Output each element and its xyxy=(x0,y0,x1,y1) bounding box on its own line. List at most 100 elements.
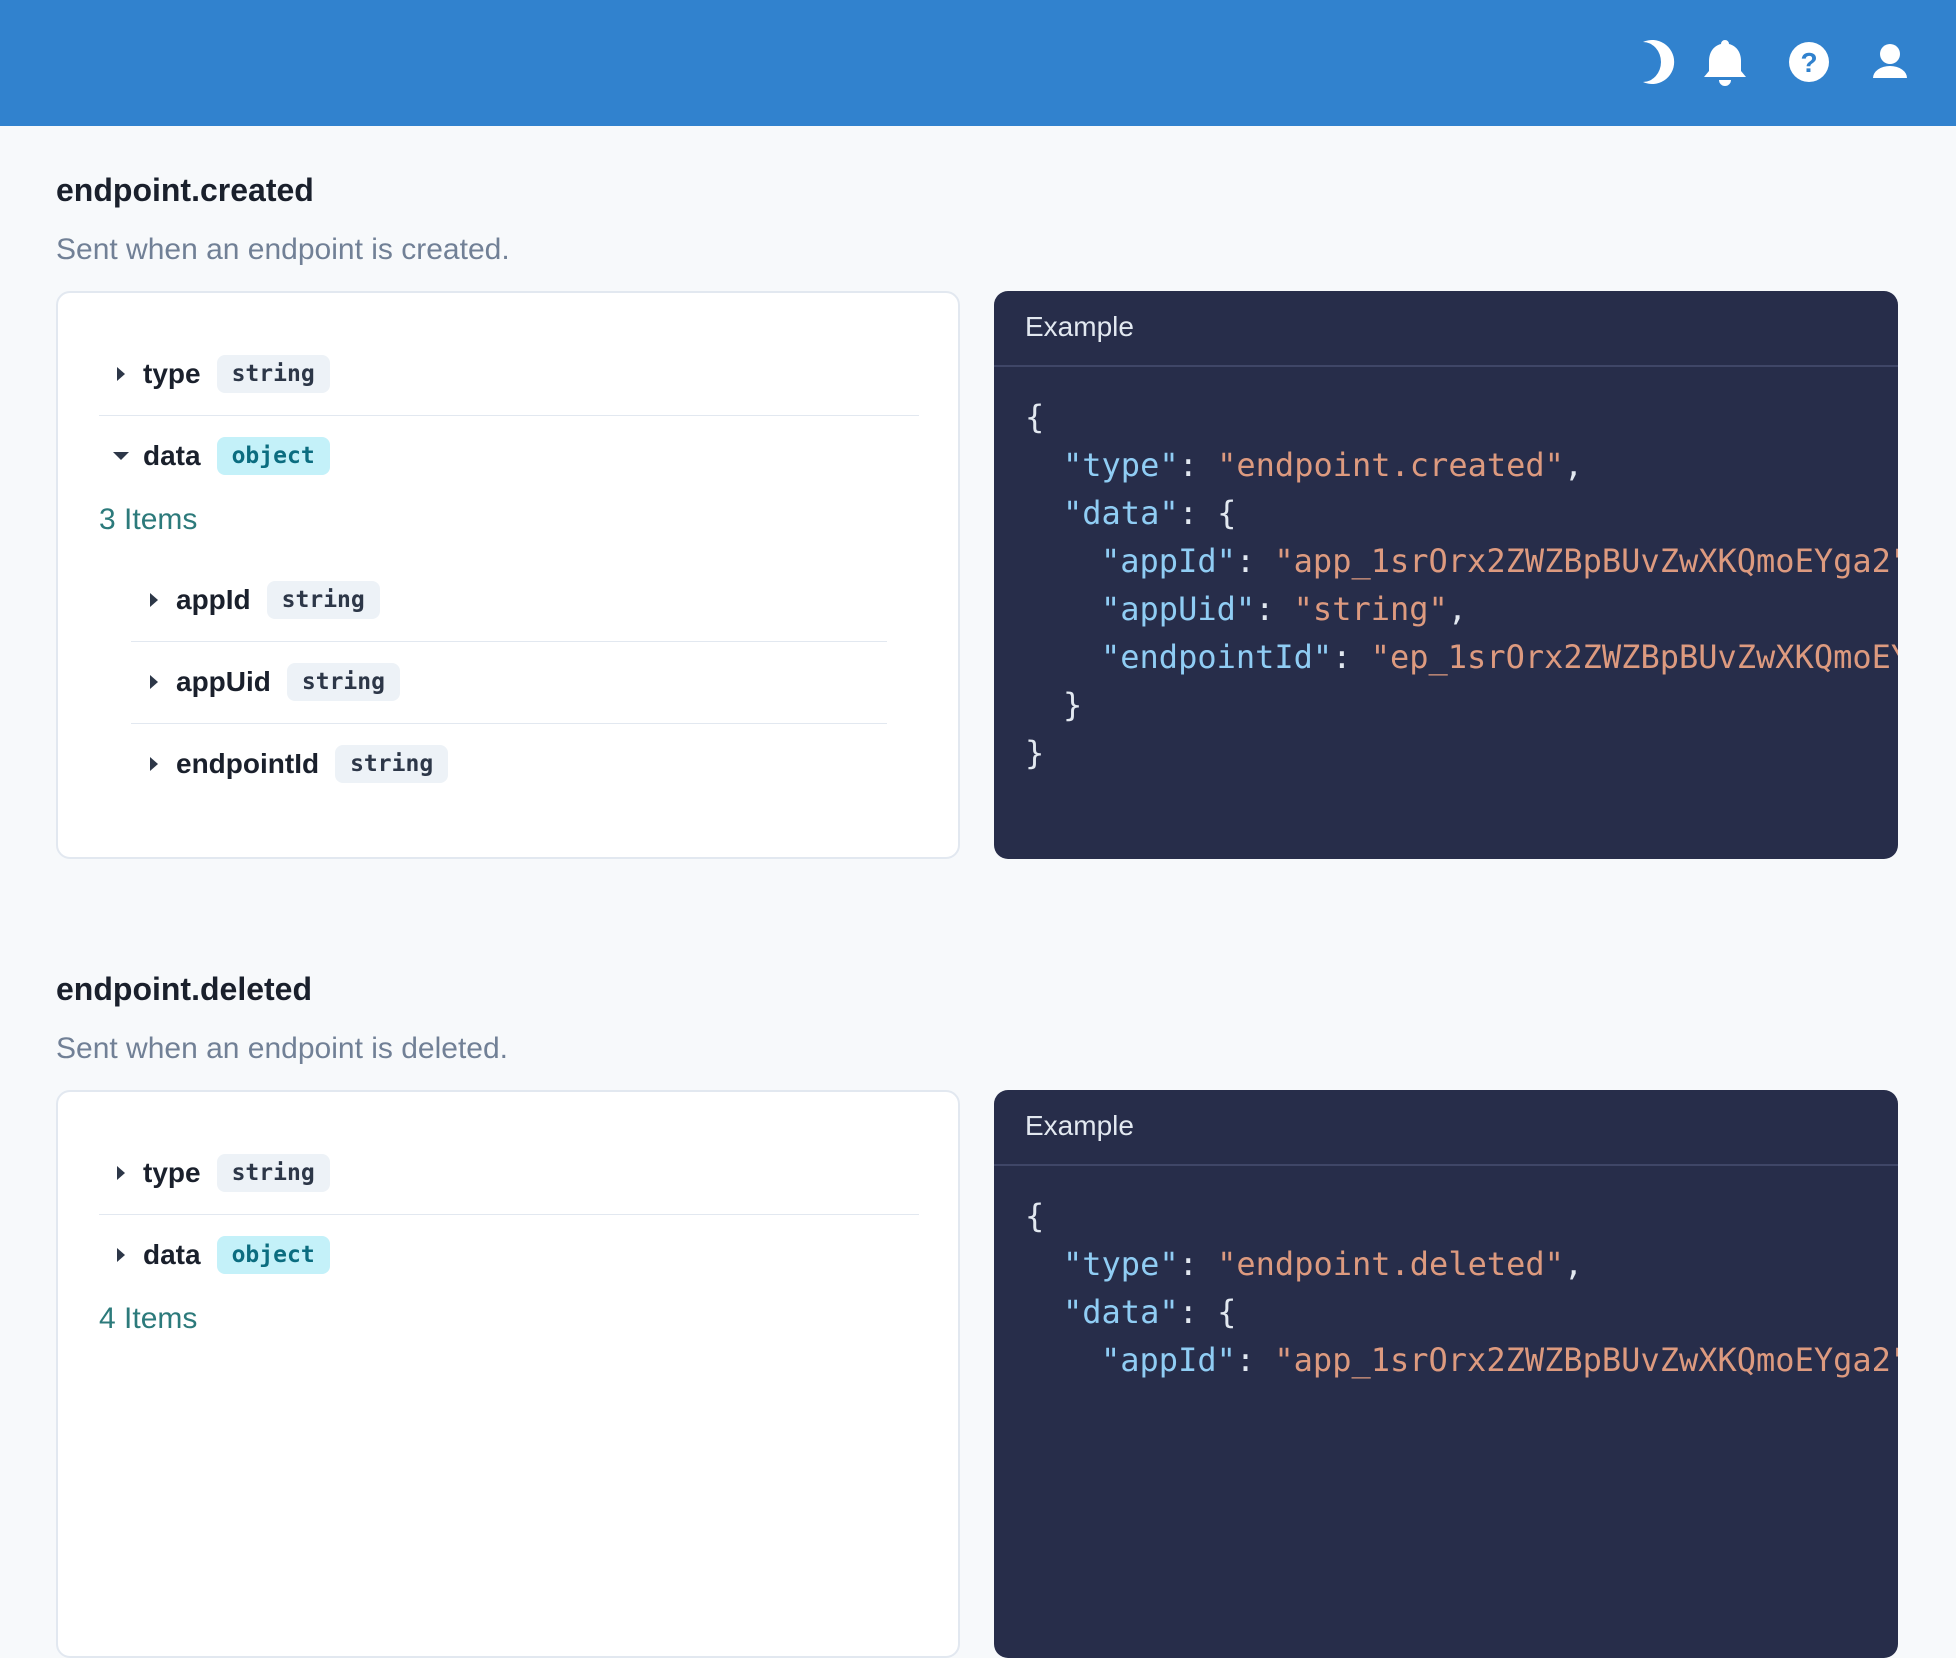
example-panel: Example { "type": "endpoint.deleted", "data… xyxy=(994,1090,1898,1658)
code-line: "appId": "app_1srOrx2ZWZBpBUvZwXKQmoEYga… xyxy=(1101,1341,1898,1379)
code-line: "appId": "app_1srOrx2ZWZBpBUvZwXKQmoEYga… xyxy=(1101,542,1898,580)
caret[interactable] xyxy=(111,1163,131,1183)
example-header xyxy=(994,1090,1898,1166)
caret-shape xyxy=(150,757,158,771)
schema-card: type string data object 4 Items xyxy=(56,1090,960,1658)
caret-shape xyxy=(117,367,125,381)
toolbar-icons: ? xyxy=(1643,40,1907,86)
json-string: "app_1srOrx2ZWZBpBUvZwXKQmoEYga2" xyxy=(1274,542,1898,580)
field-row[interactable]: endpointId string xyxy=(176,742,449,786)
divider xyxy=(99,1214,919,1215)
json-punct: : xyxy=(1178,1245,1218,1283)
caret-shape xyxy=(150,593,158,607)
json-punct: { xyxy=(1025,398,1045,436)
json-punct: } xyxy=(1025,734,1045,772)
json-key: "type" xyxy=(1063,1245,1179,1283)
caret[interactable] xyxy=(111,1245,131,1265)
json-punct: { xyxy=(1217,494,1237,532)
field-row[interactable]: appId string xyxy=(176,578,380,622)
caret[interactable] xyxy=(111,446,131,466)
json-punct: { xyxy=(1025,1197,1045,1235)
json-key: "appUid" xyxy=(1101,590,1256,628)
json-string: "app_1srOrx2ZWZBpBUvZwXKQmoEYga2" xyxy=(1274,1341,1898,1379)
notifications-icon[interactable] xyxy=(1704,40,1746,86)
json-punct: } xyxy=(1063,686,1083,724)
json-punct: : xyxy=(1255,590,1294,628)
event-title: endpoint.deleted xyxy=(56,971,312,1007)
code-line: "type": "endpoint.deleted", xyxy=(1063,1245,1583,1283)
code-line: { xyxy=(1025,398,1044,436)
json-key: "data" xyxy=(1063,1293,1179,1331)
help-glyph: ? xyxy=(1800,47,1817,78)
top-bar: ? xyxy=(0,0,1956,126)
json-punct: : xyxy=(1178,1293,1218,1331)
caret-shape xyxy=(117,1166,125,1180)
json-punct: { xyxy=(1217,1293,1237,1331)
divider xyxy=(131,723,887,724)
json-punct: : xyxy=(1178,494,1218,532)
field-name: type xyxy=(143,1157,201,1188)
type-badge: string xyxy=(216,355,330,393)
caret[interactable] xyxy=(111,364,131,384)
field-name: appUid xyxy=(176,666,271,697)
json-key: "type" xyxy=(1063,446,1179,484)
field-name: data xyxy=(143,1239,201,1270)
json-punct: , xyxy=(1563,446,1584,484)
field-row[interactable]: data object xyxy=(143,434,330,478)
json-punct: : xyxy=(1235,1341,1275,1379)
json-key: "data" xyxy=(1063,494,1179,532)
json-punct: : xyxy=(1235,542,1275,580)
example-title: Example xyxy=(1025,1110,1134,1141)
event-description: Sent when an endpoint is deleted. xyxy=(56,1032,509,1065)
field-name: appId xyxy=(176,584,251,615)
code-line: "type": "endpoint.created", xyxy=(1063,446,1583,484)
json-punct: : xyxy=(1178,446,1218,484)
account-icon[interactable] xyxy=(1880,44,1900,64)
type-badge: string xyxy=(266,581,380,619)
account-icon-body xyxy=(1873,66,1907,78)
type-badge: string xyxy=(335,745,449,783)
items-count: 3 Items xyxy=(99,503,198,536)
event-title: endpoint.created xyxy=(56,172,314,208)
code-line: "appUid": "string", xyxy=(1101,590,1467,628)
caret-shape xyxy=(150,675,158,689)
json-key: "appId" xyxy=(1101,1341,1236,1379)
type-badge: string xyxy=(216,1154,330,1192)
field-row[interactable]: type string xyxy=(143,1151,330,1195)
caret-shape xyxy=(117,1248,125,1262)
json-string: "ep_1srOrx2ZWZBpBUvZwXKQmoEY xyxy=(1370,638,1898,676)
type-badge: object xyxy=(216,1236,330,1274)
example-panel: Example { "type": "endpoint.created", "data… xyxy=(994,291,1898,859)
divider xyxy=(131,641,887,642)
field-row[interactable]: data object xyxy=(143,1233,330,1277)
code-line: "endpointId": "ep_1srOrx2ZWZBpBUvZwXKQmo… xyxy=(1101,638,1898,676)
schema-card: type string data object 3 Items appId string ap… xyxy=(56,291,960,859)
example-header xyxy=(994,291,1898,367)
type-badge: object xyxy=(216,437,330,475)
caret[interactable] xyxy=(144,754,164,774)
code-line: { xyxy=(1025,1197,1044,1235)
event-description: Sent when an endpoint is created. xyxy=(56,233,510,266)
type-badge: string xyxy=(286,663,400,701)
field-row[interactable]: type string xyxy=(143,352,330,396)
json-string: "string" xyxy=(1293,590,1448,628)
caret[interactable] xyxy=(144,590,164,610)
theme-toggle-icon[interactable] xyxy=(1643,40,1675,84)
json-punct: , xyxy=(1447,590,1468,628)
example-title: Example xyxy=(1025,311,1134,342)
divider xyxy=(99,415,919,416)
json-key: "endpointId" xyxy=(1101,638,1333,676)
code-line: } xyxy=(1063,686,1082,724)
caret[interactable] xyxy=(144,672,164,692)
json-string: "endpoint.deleted" xyxy=(1217,1245,1564,1283)
items-count: 4 Items xyxy=(99,1302,198,1335)
field-row[interactable]: appUid string xyxy=(176,660,400,704)
field-name: data xyxy=(143,440,201,471)
code-line: "data": { xyxy=(1063,1293,1236,1331)
json-punct: , xyxy=(1563,1245,1584,1283)
code-line: "data": { xyxy=(1063,494,1236,532)
code-line: } xyxy=(1025,734,1044,772)
json-string: "endpoint.created" xyxy=(1217,446,1564,484)
help-icon[interactable] xyxy=(1789,42,1829,82)
